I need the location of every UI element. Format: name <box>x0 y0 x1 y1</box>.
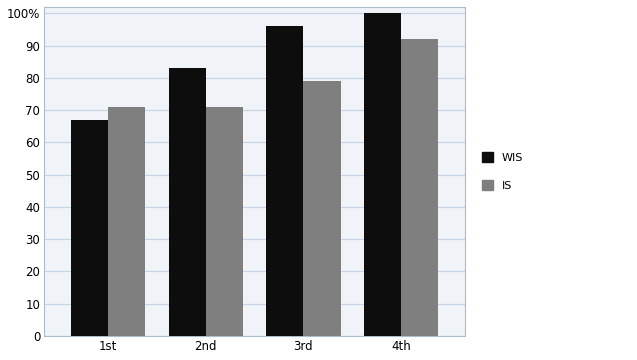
Bar <box>266 26 303 336</box>
Bar <box>206 107 243 336</box>
Bar <box>303 81 341 336</box>
Bar <box>71 120 108 336</box>
Legend: WIS, IS: WIS, IS <box>478 149 527 194</box>
Bar <box>401 39 438 336</box>
Bar <box>108 107 145 336</box>
Bar <box>364 13 401 336</box>
Bar <box>169 68 206 336</box>
